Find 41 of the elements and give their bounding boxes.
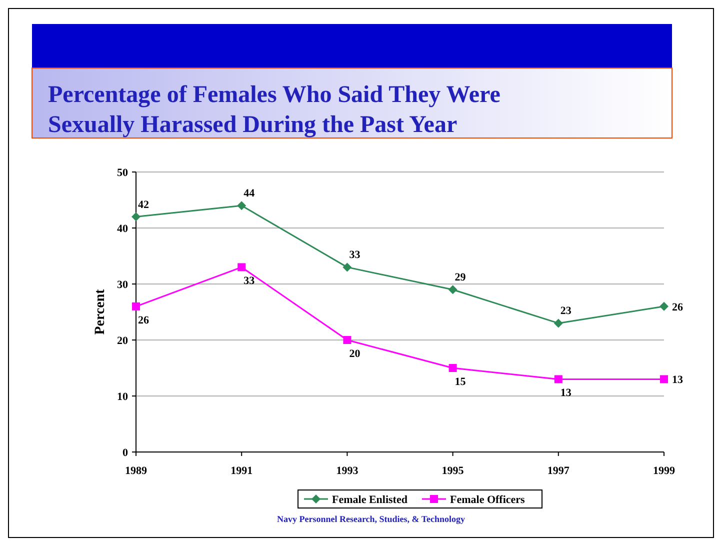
y-tick-label: 20 [117, 335, 128, 347]
data-label: 29 [454, 272, 466, 284]
data-label: 20 [349, 348, 361, 360]
point [660, 302, 668, 311]
data-label: 33 [244, 275, 256, 288]
point [237, 201, 246, 210]
y-tick-label: 0 [122, 447, 128, 459]
y-axis-title: Percent [93, 288, 108, 335]
point [554, 318, 563, 328]
point [448, 364, 457, 372]
point [554, 375, 562, 384]
data-label: 26 [138, 314, 150, 326]
x-tick-label: 1995 [442, 465, 464, 477]
chart-title: Percentage of Females Who Said They Were Sexually Harassed During the Past Year [48, 82, 501, 138]
x-tick-label: 1989 [125, 465, 148, 477]
data-label: 26 [672, 301, 684, 314]
y-tick-label: 30 [117, 279, 128, 291]
x-tick-label: 1997 [547, 465, 570, 477]
data-label: 23 [560, 305, 572, 318]
data-label: 15 [454, 376, 466, 388]
x-tick-label: 1993 [336, 465, 359, 477]
point [660, 375, 668, 384]
point [343, 336, 352, 344]
x-tick-label: 1999 [653, 465, 676, 477]
point [132, 212, 140, 222]
point [342, 262, 352, 272]
data-label: 13 [672, 374, 684, 386]
point [132, 302, 140, 310]
legend-label: Female Officers [450, 494, 526, 506]
point [238, 263, 246, 272]
data-label: 33 [349, 249, 361, 262]
y-tick-label: 10 [117, 391, 128, 403]
y-tick-label: 40 [117, 223, 128, 235]
legend-label: Female Enlisted [332, 494, 408, 506]
point [448, 285, 458, 294]
data-label: 13 [560, 387, 572, 400]
text: Navy Personnel Research, Studies, & Technology [276, 514, 466, 524]
x-tick-label: 1991 [230, 465, 253, 477]
y-tick-label: 50 [117, 167, 128, 179]
data-label: 42 [138, 198, 150, 211]
data-label: 44 [244, 188, 256, 200]
